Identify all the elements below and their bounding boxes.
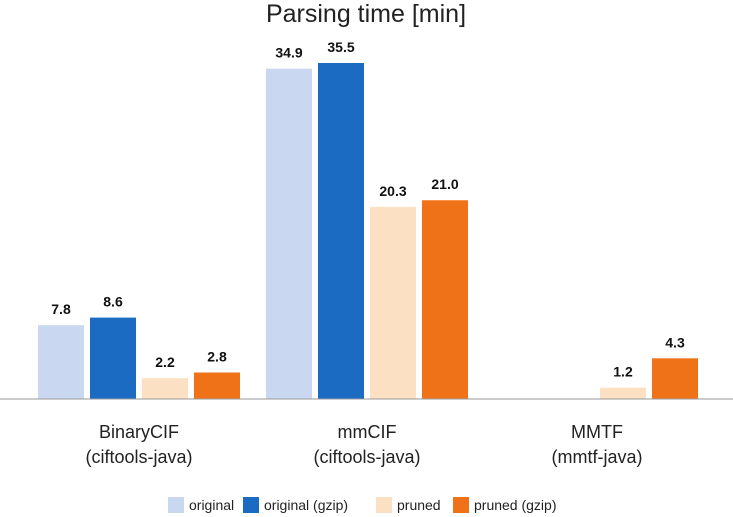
category-label: (mmtf-java) [552, 447, 643, 467]
category-label: mmCIF [338, 422, 397, 442]
data-label: 20.3 [379, 183, 406, 199]
legend-label: original [189, 497, 234, 513]
legend-swatch [168, 497, 184, 513]
bar-pruned-gzip-0 [194, 372, 240, 399]
category-label: (ciftools-java) [85, 447, 192, 467]
bar-pruned-gzip-2 [652, 358, 698, 399]
data-label: 1.2 [613, 364, 633, 380]
category-label: MMTF [571, 422, 623, 442]
data-label: 2.2 [155, 354, 175, 370]
chart-title: Parsing time [min] [266, 0, 466, 28]
bar-pruned-2 [600, 387, 646, 399]
data-labels-group: 7.8 8.6 2.2 2.8 34.9 35.5 20.3 21.0 1.2 4.3 [51, 39, 685, 380]
bar-original-1 [266, 68, 312, 400]
bar-pruned-gzip-1 [422, 200, 468, 399]
category-label: (ciftools-java) [313, 447, 420, 467]
legend-label: original (gzip) [264, 497, 348, 513]
data-label: 34.9 [275, 45, 302, 61]
legend-swatch [453, 497, 469, 513]
bar-pruned-0 [142, 378, 188, 399]
bar-original-0 [38, 325, 84, 399]
category-labels-group: BinaryCIF (ciftools-java) mmCIF (ciftools-j… [85, 422, 642, 467]
category-label: BinaryCIF [99, 422, 179, 442]
legend: original original (gzip) pruned pruned (gzi… [168, 497, 557, 513]
legend-label: pruned (gzip) [474, 497, 557, 513]
data-label: 8.6 [103, 294, 123, 310]
bar-original-gzip-1 [318, 63, 364, 399]
legend-swatch [376, 497, 392, 513]
data-label: 35.5 [327, 39, 354, 55]
legend-swatch [243, 497, 259, 513]
bar-pruned-1 [370, 206, 416, 399]
data-label: 21.0 [431, 176, 458, 192]
data-label: 4.3 [665, 334, 685, 350]
bars-group [38, 63, 698, 400]
data-label: 7.8 [51, 301, 71, 317]
data-label: 2.8 [207, 348, 227, 364]
bar-original-gzip-0 [90, 317, 136, 399]
legend-label: pruned [397, 497, 441, 513]
